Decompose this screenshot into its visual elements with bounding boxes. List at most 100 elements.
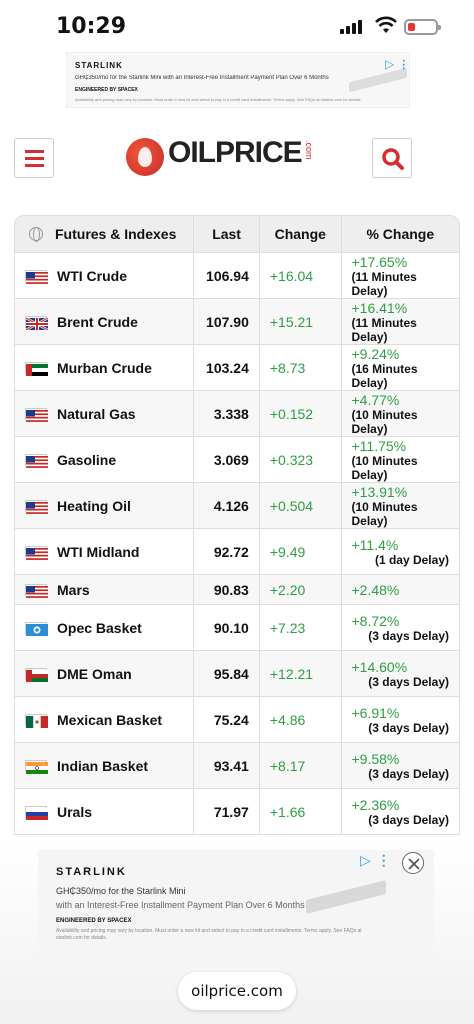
ad-headline: GH₵350/mo for the Starlink Mini <box>56 886 186 896</box>
instrument-name[interactable]: WTI Midland <box>57 543 140 560</box>
table-row[interactable]: Mexican Basket 75.24 +4.86 +6.91% (3 days De… <box>14 697 460 743</box>
instrument-name[interactable]: DME Oman <box>57 665 132 682</box>
change-value: +2.20 <box>269 581 306 598</box>
oil-drop-icon <box>126 138 164 176</box>
table-row[interactable]: DME Oman 95.84 +12.21 +14.60% (3 days Delay) <box>14 651 460 697</box>
change-value: +7.23 <box>269 619 306 636</box>
close-ad-button[interactable] <box>402 852 424 874</box>
pct-change: +9.58% <box>351 750 400 767</box>
om-flag-icon <box>25 667 48 682</box>
table-row[interactable]: Murban Crude 103.24 +8.73 +9.24% (16 Minutes… <box>14 345 460 391</box>
delay-note: (3 days Delay) <box>368 720 449 735</box>
uk-flag-icon <box>25 315 49 331</box>
pct-change: +11.75% <box>351 437 407 454</box>
pct-change: +13.91% <box>351 483 408 500</box>
instrument-name[interactable]: WTI Crude <box>57 267 127 284</box>
ru-flag-icon <box>25 805 48 820</box>
delay-note: (3 days Delay) <box>368 628 449 643</box>
us-flag-icon <box>25 545 48 560</box>
delay-note: (10 Minutes Delay) <box>351 453 418 482</box>
close-icon <box>408 858 420 870</box>
dish-image <box>306 880 386 914</box>
instrument-name[interactable]: Natural Gas <box>57 405 136 422</box>
delay-note: (1 day Delay) <box>374 552 449 567</box>
top-ad-banner[interactable]: STARLINK GH₵350/mo for the Starlink Mini… <box>66 52 410 108</box>
instrument-name[interactable]: Mars <box>57 581 90 598</box>
ad-brand: STARLINK <box>75 61 123 70</box>
header-futures: Futures & Indexes <box>55 226 177 242</box>
change-value: +1.66 <box>269 803 306 820</box>
last-price: 93.41 <box>213 757 249 774</box>
us-flag-icon <box>25 269 48 284</box>
change-value: +12.21 <box>269 665 314 682</box>
table-row[interactable]: WTI Midland 92.72 +9.49 +11.4% (1 day Delay) <box>14 529 460 575</box>
delay-note: (3 days Delay) <box>368 812 449 827</box>
address-bar[interactable]: oilprice.com <box>178 972 296 1010</box>
delay-note: (10 Minutes Delay) <box>351 499 418 528</box>
table-row[interactable]: Indian Basket 93.41 +8.17 +9.58% (3 days Del… <box>14 743 460 789</box>
bottom-ad-banner[interactable]: STARLINK GH₵350/mo for the Starlink Mini… <box>38 850 434 960</box>
table-row[interactable]: Mars 90.83 +2.20 +2.48% <box>14 575 460 605</box>
dish-image <box>349 67 407 93</box>
delay-note: (3 days Delay) <box>368 766 449 781</box>
logo-oil: OIL <box>168 136 216 169</box>
header-pct-change: % Change <box>366 226 435 242</box>
pct-change: +11.4% <box>351 536 399 553</box>
table-row[interactable]: Brent Crude 107.90 +15.21 +16.41% (11 Minute… <box>14 299 460 345</box>
adchoices-icon[interactable]: ▷ ⋮ <box>385 57 410 71</box>
pct-change: +9.24% <box>351 345 400 362</box>
instrument-name[interactable]: Murban Crude <box>57 359 152 376</box>
last-price: 90.83 <box>213 581 249 598</box>
ad-subline: with an Interest-Free Installment Paymen… <box>56 900 305 910</box>
table-row[interactable]: Opec Basket 90.10 +7.23 +8.72% (3 days Delay… <box>14 605 460 651</box>
menu-button[interactable] <box>14 138 54 178</box>
instrument-name[interactable]: Mexican Basket <box>57 711 163 728</box>
pct-change: +14.60% <box>351 658 408 675</box>
instrument-name[interactable]: Opec Basket <box>57 619 142 636</box>
change-value: +8.73 <box>269 359 306 376</box>
oilprice-logo[interactable]: OILPRICE .com <box>124 134 324 182</box>
logo-com: .com <box>304 140 314 160</box>
pct-change: +16.41% <box>351 299 408 316</box>
opec-flag-icon <box>25 621 48 636</box>
table-row[interactable]: WTI Crude 106.94 +16.04 +17.65% (11 Minutes … <box>14 253 460 299</box>
header-change: Change <box>274 226 326 242</box>
instrument-name[interactable]: Urals <box>57 803 93 820</box>
pct-change: +2.36% <box>351 796 400 813</box>
ad-engineered: ENGINEERED BY SPACEX <box>56 918 132 924</box>
table-row[interactable]: Gasoline 3.069 +0.323 +11.75% (10 Minutes De… <box>14 437 460 483</box>
last-price: 4.126 <box>213 497 249 514</box>
wifi-icon <box>375 16 397 33</box>
pct-change: +4.77% <box>351 391 400 408</box>
in-flag-icon <box>25 759 48 774</box>
change-value: +0.152 <box>269 405 314 422</box>
last-price: 3.338 <box>213 405 249 422</box>
ad-fineprint: Availability and pricing may vary by loc… <box>75 97 362 102</box>
adchoices-icon[interactable]: ▷ ⋮ <box>360 852 391 868</box>
search-button[interactable] <box>372 138 412 178</box>
change-value: +4.86 <box>269 711 306 728</box>
last-price: 90.10 <box>213 619 249 636</box>
status-bar: 10:29 <box>0 0 474 52</box>
us-flag-icon <box>25 407 48 422</box>
ad-fineprint: Availability and pricing may vary by loc… <box>56 928 362 941</box>
last-price: 106.94 <box>206 267 249 284</box>
last-price: 75.24 <box>213 711 249 728</box>
instrument-name[interactable]: Heating Oil <box>57 497 131 514</box>
instrument-name[interactable]: Gasoline <box>57 451 117 468</box>
change-value: +8.17 <box>269 757 306 774</box>
table-row[interactable]: Natural Gas 3.338 +0.152 +4.77% (10 Minutes … <box>14 391 460 437</box>
last-price: 3.069 <box>213 451 249 468</box>
pct-change: +6.91% <box>351 704 400 721</box>
table-row[interactable]: Urals 71.97 +1.66 +2.36% (3 days Delay) <box>14 789 460 835</box>
table-row[interactable]: Heating Oil 4.126 +0.504 +13.91% (10 Minutes… <box>14 483 460 529</box>
delay-note: (16 Minutes Delay) <box>351 361 418 390</box>
us-flag-icon <box>25 583 48 598</box>
delay-note: (11 Minutes Delay) <box>351 315 417 344</box>
instrument-name[interactable]: Indian Basket <box>57 757 149 774</box>
change-value: +0.504 <box>269 497 314 514</box>
ad-engineered: ENGINEERED BY SPACEX <box>75 87 138 93</box>
battery-icon <box>404 19 441 35</box>
instrument-name[interactable]: Brent Crude <box>57 313 138 330</box>
last-price: 71.97 <box>213 803 249 820</box>
